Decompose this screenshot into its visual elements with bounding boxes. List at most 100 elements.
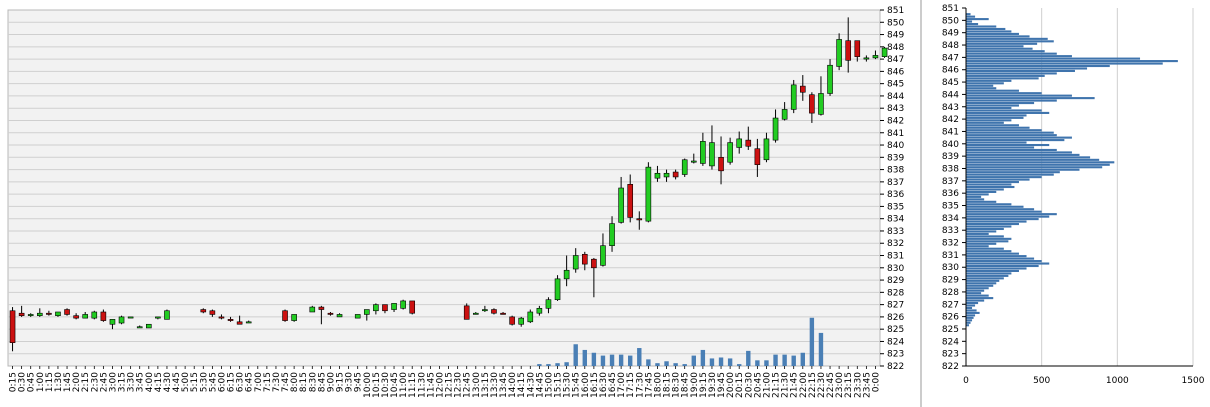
profile-bar xyxy=(966,304,976,307)
profile-y-tick-label: 848 xyxy=(942,41,959,51)
profile-bar xyxy=(966,82,1004,85)
profile-bar xyxy=(966,225,1012,228)
profile-bar xyxy=(966,195,982,198)
profile-bar xyxy=(966,309,977,312)
y-tick-label: 836 xyxy=(887,190,904,200)
profile-bar xyxy=(966,284,994,287)
x-tick-label: 8:45 xyxy=(317,372,327,392)
y-tick-label: 825 xyxy=(887,325,904,335)
volume-bar xyxy=(600,355,606,366)
candle-body xyxy=(663,172,670,178)
profile-bar xyxy=(966,25,997,28)
x-tick-label: 5:15 xyxy=(190,372,200,392)
x-tick-label: 12:30 xyxy=(454,372,464,398)
y-tick-label: 838 xyxy=(887,166,904,176)
profile-bar xyxy=(966,287,989,290)
profile-bar xyxy=(966,151,1072,154)
profile-y-tick-label: 851 xyxy=(942,4,959,14)
profile-bar xyxy=(966,158,1100,161)
profile-bar xyxy=(966,92,1042,95)
x-tick-label: 3:15 xyxy=(118,372,128,392)
profile-bar xyxy=(966,218,1039,221)
profile-bar xyxy=(966,77,1039,80)
volume-bar xyxy=(773,354,778,366)
candle-body xyxy=(9,310,16,343)
profile-bar xyxy=(966,129,1042,132)
x-tick-label: 9:30 xyxy=(345,372,355,392)
profile-bar xyxy=(966,126,1030,129)
profile-bar xyxy=(966,168,1080,171)
profile-bar xyxy=(966,260,1042,263)
x-tick-label: 15:15 xyxy=(554,372,564,398)
profile-y-tick-label: 838 xyxy=(942,164,959,174)
profile-bar xyxy=(966,106,1012,110)
y-tick-label: 822 xyxy=(887,362,904,372)
profile-bar xyxy=(966,314,976,317)
volume-bar xyxy=(746,350,751,366)
candle-body xyxy=(645,166,652,222)
profile-bar xyxy=(966,227,1004,231)
candle-body xyxy=(218,316,225,319)
x-tick-label: 14:15 xyxy=(517,372,527,398)
x-tick-label: 19:00 xyxy=(690,372,700,398)
volume-bar xyxy=(809,317,815,366)
x-tick-label: 16:00 xyxy=(581,372,591,398)
x-tick-label: 7:30 xyxy=(272,372,282,392)
profile-y-tick-label: 841 xyxy=(942,127,959,137)
profile-bar xyxy=(966,163,1110,166)
candle-body xyxy=(64,309,70,315)
profile-bar xyxy=(966,299,985,302)
x-tick-label: 23:00 xyxy=(835,372,845,398)
x-tick-label: 21:30 xyxy=(781,372,791,398)
profile-bar xyxy=(966,306,973,310)
profile-x-tick-label: 500 xyxy=(1033,376,1050,386)
x-tick-label: 23:30 xyxy=(853,372,863,398)
volume-bar xyxy=(664,361,669,366)
x-tick-label: 16:15 xyxy=(590,372,600,398)
profile-bar xyxy=(966,40,1054,43)
candle-body xyxy=(27,314,34,316)
profile-bar xyxy=(966,161,1115,164)
profile-y-tick-label: 840 xyxy=(942,140,959,150)
profile-bar xyxy=(966,250,1012,253)
x-tick-label: 9:15 xyxy=(336,372,346,392)
x-tick-label: 6:30 xyxy=(236,372,246,392)
profile-bar xyxy=(966,139,1065,142)
x-tick-label: 20:45 xyxy=(753,372,763,398)
volume-bar xyxy=(618,354,624,366)
volume-bar xyxy=(582,349,587,366)
profile-bar xyxy=(966,141,1027,144)
profile-bar xyxy=(966,262,1050,265)
x-tick-label: 12:15 xyxy=(445,372,455,398)
volume-bar xyxy=(564,362,569,366)
x-tick-label: 21:15 xyxy=(772,372,782,398)
y-tick-label: 845 xyxy=(887,80,904,90)
candle-body xyxy=(654,172,661,179)
x-tick-label: 6:45 xyxy=(245,372,255,392)
profile-bar xyxy=(966,143,1050,147)
x-tick-label: 19:15 xyxy=(699,372,709,398)
profile-bar xyxy=(966,166,1103,169)
profile-y-tick-label: 830 xyxy=(942,263,959,273)
profile-x-tick-label: 1000 xyxy=(1106,376,1129,386)
volume-bar xyxy=(646,359,651,366)
x-tick-label: 9:45 xyxy=(354,372,364,392)
profile-bar xyxy=(966,252,1019,255)
candle-body xyxy=(854,40,861,57)
x-tick-label: 21:45 xyxy=(790,372,800,398)
x-tick-label: 21:00 xyxy=(762,372,772,398)
volume-bar xyxy=(682,364,687,366)
x-tick-label: 6:15 xyxy=(227,372,237,392)
candle-body xyxy=(18,312,25,316)
x-tick-label: 11:45 xyxy=(426,372,436,398)
profile-bar xyxy=(966,134,1057,137)
y-tick-label: 849 xyxy=(887,31,904,41)
x-tick-label: 13:15 xyxy=(481,372,491,398)
candle-body xyxy=(690,160,697,163)
x-tick-label: 11:30 xyxy=(417,372,427,398)
profile-bar xyxy=(966,232,989,235)
x-tick-label: 5:45 xyxy=(208,372,218,392)
profile-bar xyxy=(966,42,1038,45)
profile-bar xyxy=(966,205,1024,208)
candle-body xyxy=(554,278,561,301)
